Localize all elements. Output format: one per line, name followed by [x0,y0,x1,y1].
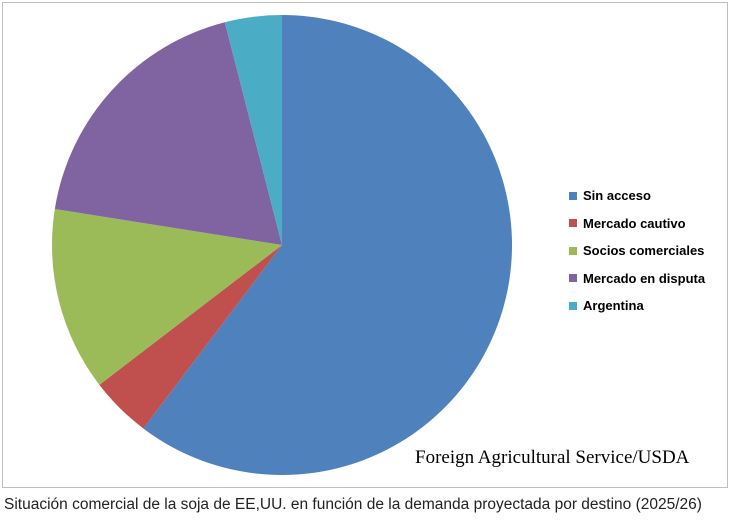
legend-label: Socios comerciales [583,243,705,259]
pie-slice-argentina [224,15,282,245]
chart-legend: Sin acceso Mercado cautivo Socios comerc… [569,182,705,320]
legend-item-argentina: Argentina [569,292,705,320]
figure-caption: Situación comercial de la soja de EE,UU.… [4,496,702,513]
pie-slice-mercado-en-disputa [54,22,282,246]
legend-label: Mercado en disputa [583,270,706,286]
legend-swatch [569,301,577,310]
chart-area: Sin acceso Mercado cautivo Socios comerc… [2,2,728,488]
legend-swatch [569,219,577,228]
legend-swatch [569,274,577,283]
legend-item-mercado-cautivo: Mercado cautivo [569,210,705,238]
legend-label: Mercado cautivo [583,215,686,231]
legend-item-socios-comerciales: Socios comerciales [569,237,705,265]
pie-slice-socios-comerciales [51,209,282,385]
pie-chart [51,15,513,476]
legend-item-mercado-en-disputa: Mercado en disputa [569,265,705,293]
legend-swatch [569,191,577,200]
legend-label: Sin acceso [583,188,651,204]
legend-item-sin-acceso: Sin acceso [569,182,705,210]
pie-slice-mercado-cautivo [99,245,282,429]
pie-slice-sin-acceso [143,15,513,476]
source-note: Foreign Agricultural Service/USDA [415,447,690,468]
legend-swatch [569,246,577,255]
legend-label: Argentina [583,298,644,314]
